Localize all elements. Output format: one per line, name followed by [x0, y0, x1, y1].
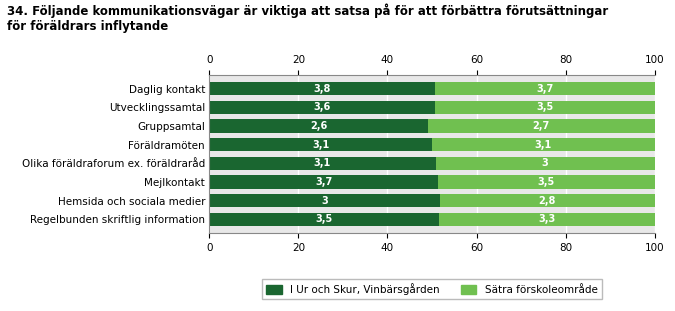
Bar: [435, 100, 655, 114]
Bar: [209, 100, 435, 114]
Bar: [439, 194, 655, 207]
Bar: [439, 213, 655, 226]
Bar: [209, 175, 438, 189]
Legend: I Ur och Skur, Vinbärsgården, Sätra förskoleområde: I Ur och Skur, Vinbärsgården, Sätra förs…: [262, 279, 602, 299]
Text: 3,3: 3,3: [538, 214, 556, 224]
Bar: [432, 138, 655, 151]
Bar: [209, 175, 655, 189]
Text: 2,8: 2,8: [539, 196, 556, 206]
Text: 34. Följande kommunikationsvägar är viktiga att satsa på för att förbättra förut: 34. Följande kommunikationsvägar är vikt…: [7, 3, 608, 33]
Text: 2,7: 2,7: [533, 121, 550, 131]
Bar: [209, 156, 435, 170]
Text: 3: 3: [542, 158, 549, 168]
Bar: [209, 119, 655, 133]
Text: 3,6: 3,6: [314, 102, 331, 112]
Bar: [209, 213, 655, 226]
Text: 3,7: 3,7: [536, 84, 554, 94]
Bar: [209, 138, 655, 151]
Text: 3,5: 3,5: [538, 177, 555, 187]
Text: 3,1: 3,1: [314, 158, 331, 168]
Bar: [209, 82, 435, 95]
Bar: [209, 138, 432, 151]
Bar: [209, 213, 439, 226]
Bar: [209, 194, 439, 207]
Text: 3,1: 3,1: [535, 140, 552, 150]
Text: 3,8: 3,8: [313, 84, 331, 94]
Text: 3,1: 3,1: [312, 140, 329, 150]
Text: 3,5: 3,5: [315, 214, 333, 224]
Bar: [435, 82, 655, 95]
Text: 3: 3: [321, 196, 328, 206]
Bar: [209, 194, 655, 207]
Bar: [428, 119, 655, 133]
Bar: [209, 100, 655, 114]
Bar: [435, 156, 655, 170]
Bar: [438, 175, 655, 189]
Bar: [209, 119, 428, 133]
Text: 2,6: 2,6: [310, 121, 327, 131]
Bar: [209, 82, 655, 95]
Text: 3,7: 3,7: [315, 177, 332, 187]
Text: 3,5: 3,5: [537, 102, 553, 112]
Bar: [209, 156, 655, 170]
